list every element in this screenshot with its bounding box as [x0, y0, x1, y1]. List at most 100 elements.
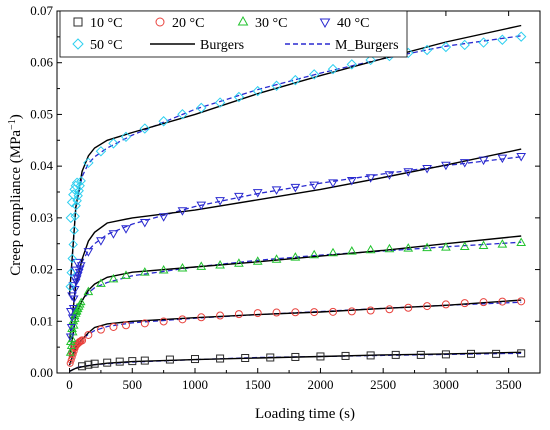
- triangle-up-marker: [196, 261, 207, 270]
- triangle-up-marker: [271, 254, 282, 263]
- triangle-up-marker: [66, 341, 76, 349]
- y-tick-label: 0.01: [30, 313, 53, 328]
- square-marker: [140, 356, 149, 365]
- square-marker: [78, 362, 87, 371]
- triangle-up-marker: [121, 270, 131, 279]
- triangle-down-marker: [215, 197, 225, 206]
- triangle-down-marker: [365, 174, 376, 183]
- tick-marks: [57, 10, 540, 374]
- legend-entry: M_Burgers: [285, 38, 399, 53]
- x-tick-label: 3500: [496, 377, 522, 392]
- square-marker: [341, 351, 350, 360]
- square-marker: [366, 351, 375, 360]
- y-tick-label: 0.07: [30, 3, 53, 18]
- burgers-curve: [69, 351, 522, 373]
- legend-entry: 10 °C: [73, 16, 122, 31]
- square-marker: [266, 353, 275, 362]
- diamond-marker: [233, 91, 245, 103]
- circle-marker: [234, 310, 243, 319]
- triangle-down-marker: [158, 213, 169, 222]
- square-marker: [115, 357, 124, 366]
- circle-marker: [329, 307, 337, 316]
- triangle-down-marker: [177, 207, 188, 216]
- circle-marker: [69, 350, 77, 358]
- diamond-marker: [158, 116, 169, 127]
- circle-marker: [404, 303, 413, 312]
- diamond-marker: [365, 54, 376, 66]
- diamond-marker: [66, 197, 78, 208]
- circle-marker: [68, 353, 76, 361]
- circle-marker: [140, 319, 149, 328]
- m-burgers-curve: [68, 35, 522, 296]
- legend-label: 40 °C: [337, 16, 369, 31]
- diamond-marker: [120, 131, 132, 143]
- triangle-down-marker: [68, 304, 78, 313]
- square-marker: [84, 360, 93, 369]
- legend-box: [59, 10, 408, 58]
- circle-marker: [498, 297, 507, 306]
- circle-marker: [272, 308, 281, 317]
- triangle-up-marker: [96, 278, 106, 287]
- circle-marker: [84, 330, 93, 339]
- legend-entry: Burgers: [150, 38, 244, 53]
- y-axis-label-sup: −1: [7, 119, 18, 130]
- legend-label: 30 °C: [255, 16, 287, 31]
- triangle-down-marker: [139, 218, 150, 228]
- diamond-marker: [76, 176, 86, 186]
- y-axis-label-end: ): [8, 114, 24, 119]
- data-markers: [65, 31, 527, 371]
- diamond-marker: [515, 31, 527, 42]
- diamond-marker: [74, 186, 84, 196]
- triangle-up-marker: [158, 264, 169, 274]
- square-marker: [241, 354, 250, 363]
- circle-marker: [479, 298, 488, 307]
- triangle-up-marker: [328, 247, 338, 257]
- x-tick-label: 2000: [307, 377, 333, 392]
- circle-marker: [122, 321, 130, 330]
- triangle-down-marker: [441, 161, 451, 171]
- circle-marker: [76, 337, 84, 345]
- triangle-down-marker: [67, 314, 77, 322]
- m-burgers-curve: [69, 352, 522, 372]
- diamond-marker: [68, 239, 78, 250]
- triangle-up-marker: [65, 348, 75, 356]
- circle-marker: [77, 336, 85, 344]
- square-marker: [128, 357, 137, 366]
- circle-marker: [159, 317, 168, 326]
- x-tick-label: 500: [123, 377, 143, 392]
- m-burgers-curve: [68, 241, 522, 358]
- triangle-up-marker: [215, 259, 225, 269]
- diamond-marker: [497, 34, 508, 45]
- circle-marker: [109, 322, 118, 331]
- triangle-down-marker: [121, 225, 131, 234]
- circle-marker: [75, 338, 83, 346]
- circle-marker: [441, 300, 450, 309]
- triangle-down-marker: [422, 164, 432, 174]
- circle-marker: [155, 17, 165, 27]
- diamond-marker: [177, 109, 188, 120]
- triangle-up-marker: [234, 258, 244, 267]
- square-marker: [517, 349, 526, 358]
- triangle-down-marker: [319, 18, 331, 29]
- triangle-down-marker: [384, 171, 395, 180]
- triangle-up-marker: [108, 273, 119, 283]
- triangle-down-marker: [76, 262, 86, 270]
- diamond-marker: [440, 41, 452, 53]
- triangle-down-marker: [196, 201, 207, 211]
- square-marker: [416, 350, 425, 359]
- triangle-down-marker: [309, 181, 320, 191]
- triangle-up-marker: [403, 243, 414, 252]
- legend-entry: 20 °C: [155, 16, 204, 31]
- circle-marker: [366, 306, 375, 315]
- diamond-marker: [66, 267, 76, 278]
- square-marker: [165, 355, 174, 364]
- y-tick-labels: 0.00 0.01 0.02 0.03 0.04 0.05 0.06 0.07: [30, 3, 53, 380]
- diamond-marker: [67, 253, 77, 264]
- diamond-marker: [252, 85, 263, 97]
- circle-marker: [517, 297, 526, 306]
- circle-marker: [66, 359, 74, 367]
- legend-label: M_Burgers: [335, 38, 399, 53]
- y-tick-label: 0.03: [30, 210, 53, 225]
- triangle-down-marker: [478, 156, 489, 166]
- triangle-down-marker: [108, 230, 119, 239]
